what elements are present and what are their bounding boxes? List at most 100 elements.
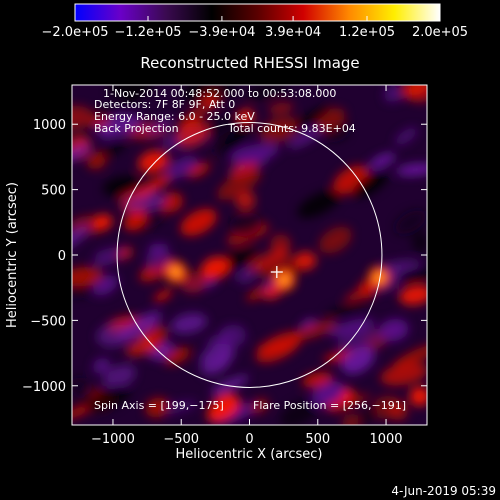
heatmap-blob xyxy=(207,395,241,423)
heatmap-blob xyxy=(125,193,167,212)
heatmap-blob xyxy=(290,320,337,341)
heatmap-blob xyxy=(341,346,375,375)
solar-limb-circle xyxy=(116,122,383,388)
heatmap-blob xyxy=(159,400,197,415)
annotation-energy-range: Energy Range: 6.0 - 25.0 keV xyxy=(94,110,255,123)
x-tick-label: 1000 xyxy=(369,432,402,447)
chart-title: Reconstructed RHESSI Image xyxy=(140,54,359,72)
heatmap-blob xyxy=(180,208,217,236)
annotation-method: Back Projection xyxy=(94,122,179,135)
heatmap-blob xyxy=(146,118,172,135)
heatmap-blob xyxy=(392,344,427,369)
heatmap-blob xyxy=(268,102,294,114)
heatmap-blob xyxy=(230,143,280,164)
y-tick-label: 1000 xyxy=(33,118,66,133)
colorbar-tick-label: −3.9e+04 xyxy=(188,25,255,40)
heatmap-blob xyxy=(245,85,289,100)
heatmap-blob xyxy=(394,127,418,146)
heatmap-blob xyxy=(87,117,111,127)
heatmap-blob xyxy=(93,275,119,296)
annotation-total-counts: Total counts: 9.83E+04 xyxy=(227,122,356,135)
heatmap-blob xyxy=(108,85,155,99)
heatmap-blob xyxy=(171,313,207,334)
heatmap-blob xyxy=(210,375,249,395)
heatmap-blob xyxy=(92,214,113,231)
heatmap-blob xyxy=(369,153,396,169)
colorbar-ticks xyxy=(74,16,441,21)
annotation-detectors: Detectors: 7F 8F 9F, Att 0 xyxy=(94,98,235,111)
colorbar: −2.0e+05 −1.2e+05 −3.9e+04 3.9e+04 1.2e+05 2.… xyxy=(42,3,469,40)
heatmap-blob xyxy=(236,268,256,283)
heatmap-blob xyxy=(72,105,94,130)
y-axis-label: Heliocentric Y (arcsec) xyxy=(5,182,20,328)
heatmap-blob xyxy=(229,212,262,237)
heatmap-blob xyxy=(259,117,301,143)
heatmap-blob xyxy=(216,168,261,201)
y-axis-tick-labels: −1000 −500 0 500 1000 xyxy=(22,118,66,395)
heatmap-blob xyxy=(103,364,136,388)
heatmap-blob xyxy=(180,270,209,294)
y-tick-label: −1000 xyxy=(22,380,66,395)
heatmap-blob xyxy=(380,362,427,386)
x-tick-label: −500 xyxy=(163,432,199,447)
heatmap-blob xyxy=(250,397,269,414)
heatmap-blob xyxy=(288,126,324,149)
annotation-flare-position: Flare Position = [256,−191] xyxy=(253,399,406,412)
colorbar-bar xyxy=(74,3,441,22)
annotation-spin-axis: Spin Axis = [199,−175] xyxy=(94,399,224,412)
heatmap-blob xyxy=(311,381,345,407)
colorbar-tick-label: −1.2e+05 xyxy=(115,25,182,40)
heatmap-blob xyxy=(202,85,239,100)
heatmap-blob xyxy=(176,121,210,148)
heatmap-blob xyxy=(201,256,230,280)
heatmap-blob xyxy=(145,397,170,418)
heatmap-blob xyxy=(396,163,427,176)
heatmap-blob xyxy=(125,336,164,357)
x-tick-label: 0 xyxy=(245,432,253,447)
heatmap-blob xyxy=(72,144,91,164)
colorbar-tick-label: 3.9e+04 xyxy=(265,25,321,40)
heatmap-blob xyxy=(91,257,117,266)
heatmap-blob xyxy=(188,162,211,178)
heatmap-blob xyxy=(102,141,127,158)
colorbar-tick-label: −2.0e+05 xyxy=(42,25,109,40)
plot-area xyxy=(72,85,427,425)
bright-source-core xyxy=(278,273,291,286)
x-axis-tick-labels: −1000 −500 0 500 1000 xyxy=(91,432,403,447)
colorbar-tick-labels: −2.0e+05 −1.2e+05 −3.9e+04 3.9e+04 1.2e+05 2.… xyxy=(42,25,469,40)
footer-date: 4-Jun-2019 05:39 xyxy=(391,484,496,498)
heatmap-blob xyxy=(102,175,142,197)
heatmap-blob xyxy=(96,323,131,348)
heatmap-blob xyxy=(164,346,190,366)
heatmap-blob xyxy=(148,243,165,255)
heatmap-blob xyxy=(72,377,89,396)
heatmap-blob xyxy=(72,225,90,252)
heatmap-blob xyxy=(221,126,254,149)
bright-source-core xyxy=(373,271,386,284)
heatmap-blob xyxy=(238,108,255,125)
x-axis-label: Heliocentric X (arcsec) xyxy=(176,447,323,462)
heatmap-blob xyxy=(297,189,341,219)
heatmap-blob xyxy=(201,343,235,370)
heatmap-blob xyxy=(257,340,297,353)
heatmap-blob xyxy=(395,210,426,234)
heatmap-blob xyxy=(341,413,362,425)
heatmap-blob xyxy=(325,303,368,317)
heatmap-blob xyxy=(123,210,148,231)
annotation-time-range: 1-Nov-2014 00:48:52.000 to 00:53:08.000 xyxy=(103,87,336,100)
heatmap-blob xyxy=(235,191,256,211)
heatmap-blob xyxy=(263,286,283,300)
heatmap-image xyxy=(72,85,427,425)
heatmap-blob xyxy=(358,408,378,424)
heatmap-blob xyxy=(352,171,389,198)
y-tick-label: 0 xyxy=(58,249,66,264)
heatmap-blob xyxy=(293,105,331,130)
x-tick-label: −1000 xyxy=(91,432,135,447)
heatmap-blob xyxy=(279,399,317,425)
heatmap-blob xyxy=(411,231,427,253)
x-tick-label: 500 xyxy=(305,432,330,447)
heatmap-blob xyxy=(333,393,371,410)
heatmap-blob xyxy=(86,384,131,412)
heatmap-blob xyxy=(165,156,198,179)
colorbar-tick-label: 2.0e+05 xyxy=(412,25,468,40)
